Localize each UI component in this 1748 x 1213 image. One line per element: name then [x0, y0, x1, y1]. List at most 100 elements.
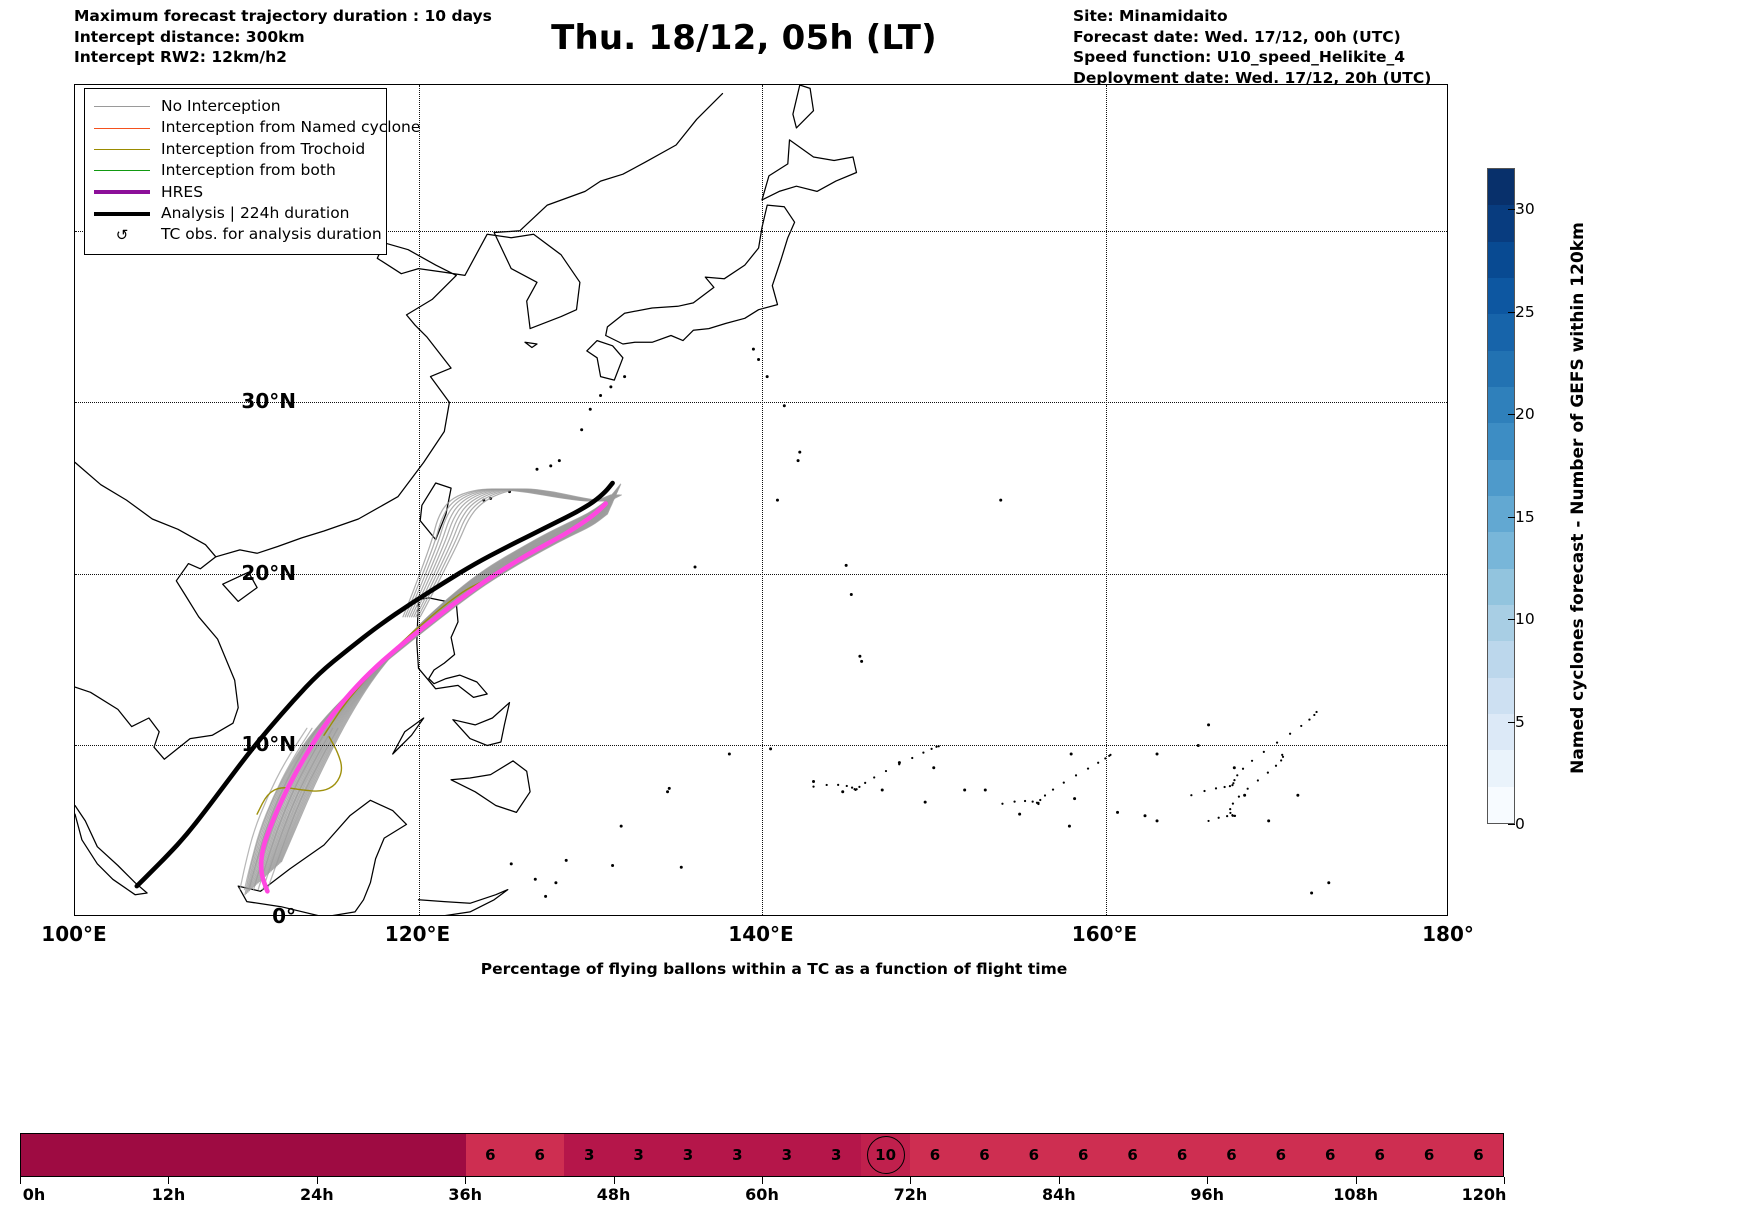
percent-bar-segment-24[interactable]: 6: [1206, 1134, 1257, 1176]
percent-bar-segment-2[interactable]: [119, 1134, 170, 1176]
x-axis-tick-label: 100°E: [41, 922, 107, 946]
colorbar-band-1: [1488, 750, 1514, 787]
colorbar-band-7: [1488, 532, 1514, 569]
header-left-block: Maximum forecast trajectory duration : 1…: [74, 6, 492, 68]
percent-axis-tick-label: 60h: [745, 1185, 779, 1204]
colorbar-band-3: [1488, 677, 1514, 715]
percent-bar[interactable]: 6 6 3 3 3 3 3 3 10 6 6 6 6 6 6 6 6 6 6 6 6: [20, 1133, 1504, 1177]
percent-axis-tick-label: 36h: [448, 1185, 483, 1204]
percent-bar-segment-8[interactable]: [416, 1134, 466, 1176]
legend-label: HRES: [161, 182, 204, 201]
percent-bar-segment-10[interactable]: 6: [515, 1134, 565, 1176]
page-title-text: Thu. 18/12, 05h (LT): [551, 18, 937, 58]
percent-bar-segment-20[interactable]: 6: [1009, 1134, 1059, 1176]
percent-axis-tick: [910, 1177, 912, 1184]
percent-axis-tick-label: 72h: [893, 1185, 928, 1204]
x-axis-tick-label: 120°E: [384, 922, 451, 946]
percent-bar-segment-21[interactable]: 6: [1058, 1134, 1108, 1176]
gridline-horizontal: [75, 745, 1447, 747]
legend-swatch: [94, 190, 150, 195]
colorbar-title: Named cyclones forecast - Number of GEFS…: [1568, 222, 1588, 774]
header-left-line-1: Maximum forecast trajectory duration : 1…: [74, 7, 492, 25]
percent-bar-segment-13[interactable]: 3: [663, 1134, 713, 1176]
legend-item-2[interactable]: Interception from Trochoid: [94, 139, 377, 160]
legend-item-5[interactable]: Analysis | 224h duration: [94, 203, 377, 224]
tc-observation-icon: ↺: [115, 225, 129, 244]
legend-item-0[interactable]: No Interception: [94, 96, 377, 117]
percent-bar-segment-0[interactable]: [21, 1134, 71, 1176]
percent-bar-segment-22[interactable]: 6: [1107, 1134, 1158, 1176]
legend-item-1[interactable]: Interception from Named cyclone: [94, 117, 420, 138]
percent-bar-title: Percentage of flying ballons within a TC…: [0, 960, 1748, 978]
y-axis-tick-label: 20°N: [241, 560, 296, 585]
percent-axis-tick-label: 108h: [1333, 1185, 1378, 1204]
percent-bar-segment-23[interactable]: 6: [1157, 1134, 1207, 1176]
percent-bar-segment-7[interactable]: [366, 1134, 417, 1176]
legend-item-6[interactable]: ↺ TC obs. for analysis duration: [94, 224, 382, 245]
percent-bar-segment-9[interactable]: 6: [465, 1134, 516, 1176]
colorbar-tick-label: 25: [1508, 302, 1535, 321]
percent-bar-segment-27[interactable]: 6: [1354, 1134, 1405, 1176]
deployment-date-label: Deployment date: Wed. 17/12, 20h (UTC): [1073, 68, 1432, 87]
percent-bar-axis: 0h 12h 24h 36h 48h 60h 72h 84h 96h 108h 120h: [20, 1177, 1507, 1207]
legend-label: Interception from Trochoid: [161, 139, 366, 158]
percent-axis-tick-label: 24h: [299, 1185, 334, 1204]
colorbar-band-12: [1488, 350, 1514, 388]
percent-bar-title-text: Percentage of flying ballons within a TC…: [480, 960, 1068, 978]
percent-bar-segment-3[interactable]: [169, 1134, 219, 1176]
percent-axis-tick: [1207, 1177, 1209, 1184]
colorbar-tick-label: 5: [1508, 712, 1525, 731]
x-axis-tick-label: 160°E: [1071, 922, 1138, 946]
percent-bar-segment-6[interactable]: [317, 1134, 367, 1176]
percent-bar-segment-11[interactable]: 3: [564, 1134, 614, 1176]
legend-swatch: [94, 127, 150, 129]
percent-axis-tick: [613, 1177, 615, 1184]
gridline-horizontal: [75, 402, 1447, 404]
gridline-horizontal: [75, 230, 1447, 232]
percent-axis-tick: [168, 1177, 170, 1184]
legend-item-4[interactable]: HRES: [94, 182, 377, 203]
colorbar-tick-label: 10: [1508, 610, 1535, 628]
percent-bar-segment-19[interactable]: 6: [959, 1134, 1010, 1176]
percent-bar-segment-18[interactable]: 6: [910, 1134, 960, 1176]
percent-axis-tick-label: 84h: [1041, 1185, 1076, 1204]
percent-axis-tick: [465, 1177, 467, 1184]
percent-axis-tick: [316, 1177, 318, 1184]
site-label: Site: Minamidaito: [1073, 7, 1228, 25]
speed-function-label: Speed function: U10_speed_Helikite_4: [1073, 48, 1406, 67]
colorbar-band-8: [1488, 496, 1514, 533]
percent-bar-segment-25[interactable]: 6: [1256, 1134, 1306, 1176]
percent-bar-segment-16[interactable]: 3: [811, 1134, 861, 1176]
percent-axis-tick: [762, 1177, 763, 1184]
percent-bar-segment-12[interactable]: 3: [613, 1134, 664, 1176]
colorbar-band-9: [1488, 459, 1514, 497]
colorbar-band-6: [1488, 568, 1514, 606]
colorbar-band-16: [1488, 205, 1514, 242]
percent-bar-segment-14[interactable]: 3: [712, 1134, 763, 1176]
percent-bar-segment-1[interactable]: [70, 1134, 120, 1176]
legend-swatch: [94, 211, 150, 216]
x-axis-tick-label: 180°: [1422, 922, 1474, 946]
colorbar-tick-label: 0: [1508, 815, 1525, 833]
legend-item-3[interactable]: Interception from both: [94, 160, 377, 181]
colorbar-band-17: [1488, 169, 1514, 206]
percent-bar-segment-29[interactable]: 6: [1453, 1134, 1504, 1176]
colorbar-band-13: [1488, 314, 1514, 351]
percent-bar-segment-5[interactable]: [268, 1134, 318, 1176]
map-legend[interactable]: No Interception Interception from Named c…: [84, 88, 420, 255]
percent-axis-tick-label: 96h: [1190, 1185, 1225, 1204]
gridline-vertical: [762, 85, 763, 915]
legend-swatch: [94, 170, 150, 172]
colorbar-band-11: [1488, 387, 1514, 424]
percent-bar-segment-28[interactable]: 6: [1404, 1134, 1454, 1176]
percent-bar-segment-17[interactable]: 10: [860, 1134, 911, 1176]
percent-axis-tick: [20, 1177, 21, 1184]
percent-bar-segment-26[interactable]: 6: [1305, 1134, 1355, 1176]
percent-axis-tick-label: 0h: [22, 1185, 46, 1204]
header-left-line-2: Intercept distance: 300km: [74, 27, 305, 46]
percent-bar-segment-4[interactable]: [218, 1134, 269, 1176]
percent-bar-segment-15[interactable]: 3: [762, 1134, 812, 1176]
percent-axis-tick-label: 120h: [1461, 1185, 1507, 1204]
legend-label: Interception from both: [161, 161, 336, 180]
legend-label: Interception from Named cyclone: [161, 118, 421, 137]
